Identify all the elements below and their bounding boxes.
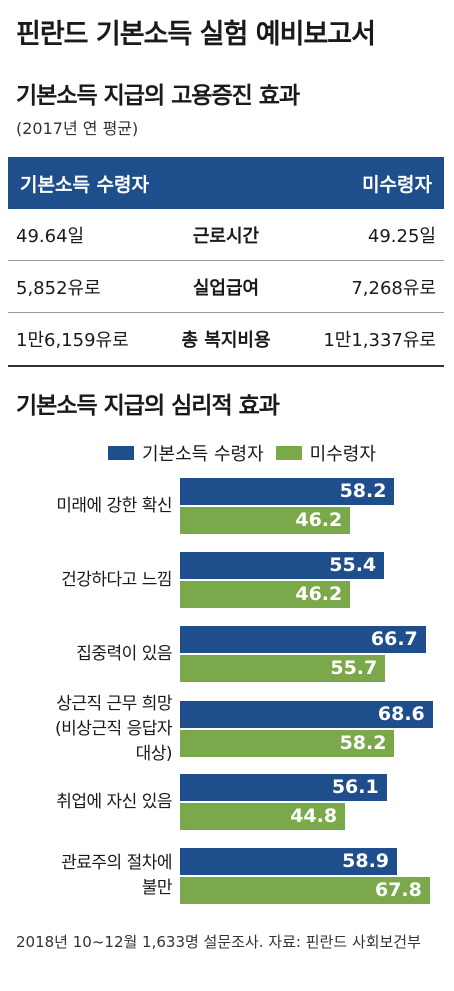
employment-section-title: 기본소득 지급의 고용증진 효과 bbox=[16, 83, 300, 109]
bar-value-label: 44.8 bbox=[290, 805, 338, 827]
bar-non-recipient bbox=[180, 655, 386, 682]
category-label-line: 집중력이 있음 bbox=[76, 643, 172, 664]
bar-value-label: 68.6 bbox=[377, 703, 425, 725]
category-label-line: 관료주의 절차에 bbox=[61, 853, 172, 873]
category-label-line: 취업에 자신 있음 bbox=[56, 791, 172, 812]
recipient-value: 1만6,159유로 bbox=[16, 330, 129, 351]
legend-swatch-recipient bbox=[108, 446, 134, 460]
legend-label-recipient: 기본소득 수령자 bbox=[142, 444, 264, 465]
category-label-line: (비상근직 응답자 bbox=[54, 718, 173, 739]
category-label-line: 미래에 강한 확신 bbox=[56, 495, 172, 516]
category-label-line: 불만 bbox=[141, 878, 173, 898]
table-row: 1만6,159유로 총 복지비용 1만1,337유로 bbox=[8, 313, 444, 367]
category-label: 미래에 강한 확신 bbox=[8, 494, 172, 519]
chart-legend: 기본소득 수령자 미수령자 bbox=[108, 440, 388, 466]
page-title: 핀란드 기본소득 실험 예비보고서 bbox=[16, 19, 376, 50]
bar-value-label: 67.8 bbox=[374, 879, 422, 901]
bar-recipient bbox=[180, 478, 395, 505]
non-recipient-value: 1만1,337유로 bbox=[323, 330, 436, 351]
bar-value-label: 46.2 bbox=[295, 583, 343, 605]
bar-recipient bbox=[180, 774, 387, 801]
bar-recipient bbox=[180, 626, 426, 653]
category-label-line: 대상) bbox=[135, 743, 173, 764]
bar-non-recipient bbox=[180, 803, 346, 830]
table-row: 5,852유로 실업급여 7,268유로 bbox=[8, 261, 444, 313]
category-label: 취업에 자신 있음 bbox=[8, 790, 172, 815]
bar-value-label: 56.1 bbox=[331, 776, 379, 798]
recipient-value: 49.64일 bbox=[16, 225, 85, 247]
non-recipient-value: 7,268유로 bbox=[351, 277, 436, 299]
bar-non-recipient bbox=[180, 581, 351, 608]
bar-non-recipient bbox=[180, 730, 395, 757]
row-label: 실업급여 bbox=[192, 277, 260, 299]
bar-recipient bbox=[180, 701, 433, 728]
header-non-recipient: 미수령자 bbox=[362, 173, 432, 196]
employment-table: 기본소득 수령자 미수령자 49.64일 근로시간 49.25일 5,852유로… bbox=[8, 157, 444, 367]
row-label: 근로시간 bbox=[192, 225, 260, 247]
non-recipient-value: 49.25일 bbox=[367, 225, 436, 247]
bar-non-recipient bbox=[180, 507, 351, 534]
category-label-line: 상근직 근무 희망 bbox=[56, 693, 172, 714]
bar-value-label: 58.2 bbox=[339, 480, 387, 502]
legend-label-non-recipient: 미수령자 bbox=[309, 444, 376, 465]
row-label: 총 복지비용 bbox=[181, 330, 271, 351]
legend-item-non-recipient: 미수령자 bbox=[275, 440, 376, 466]
legend-swatch-non-recipient bbox=[275, 446, 302, 460]
psych-section-title: 기본소득 지급의 심리적 효과 bbox=[16, 393, 280, 419]
category-label: 건강하다고 느낌 bbox=[8, 568, 172, 593]
bar-value-label: 66.7 bbox=[370, 628, 418, 650]
bar-value-label: 55.7 bbox=[330, 657, 378, 679]
bar-value-label: 58.2 bbox=[339, 732, 387, 754]
employment-table-header: 기본소득 수령자 미수령자 bbox=[8, 157, 444, 209]
bar-value-label: 58.9 bbox=[342, 850, 390, 872]
category-label-line: 건강하다고 느낌 bbox=[61, 569, 172, 590]
bar-value-label: 46.2 bbox=[295, 509, 343, 531]
table-row: 49.64일 근로시간 49.25일 bbox=[8, 209, 444, 261]
bar-recipient bbox=[180, 848, 398, 875]
header-recipient: 기본소득 수령자 bbox=[20, 173, 149, 196]
category-label: 집중력이 있음 bbox=[8, 642, 172, 667]
bar-recipient bbox=[180, 552, 385, 579]
bar-non-recipient bbox=[180, 877, 430, 904]
bar-value-label: 55.4 bbox=[329, 554, 377, 576]
employment-section-subtitle: (2017년 연 평균) bbox=[16, 119, 139, 138]
legend-item-recipient: 기본소득 수령자 bbox=[108, 440, 264, 466]
recipient-value: 5,852유로 bbox=[16, 277, 101, 299]
footnote: 2018년 10~12월 1,633명 설문조사. 자료: 핀란드 사회보건부 bbox=[16, 933, 421, 951]
